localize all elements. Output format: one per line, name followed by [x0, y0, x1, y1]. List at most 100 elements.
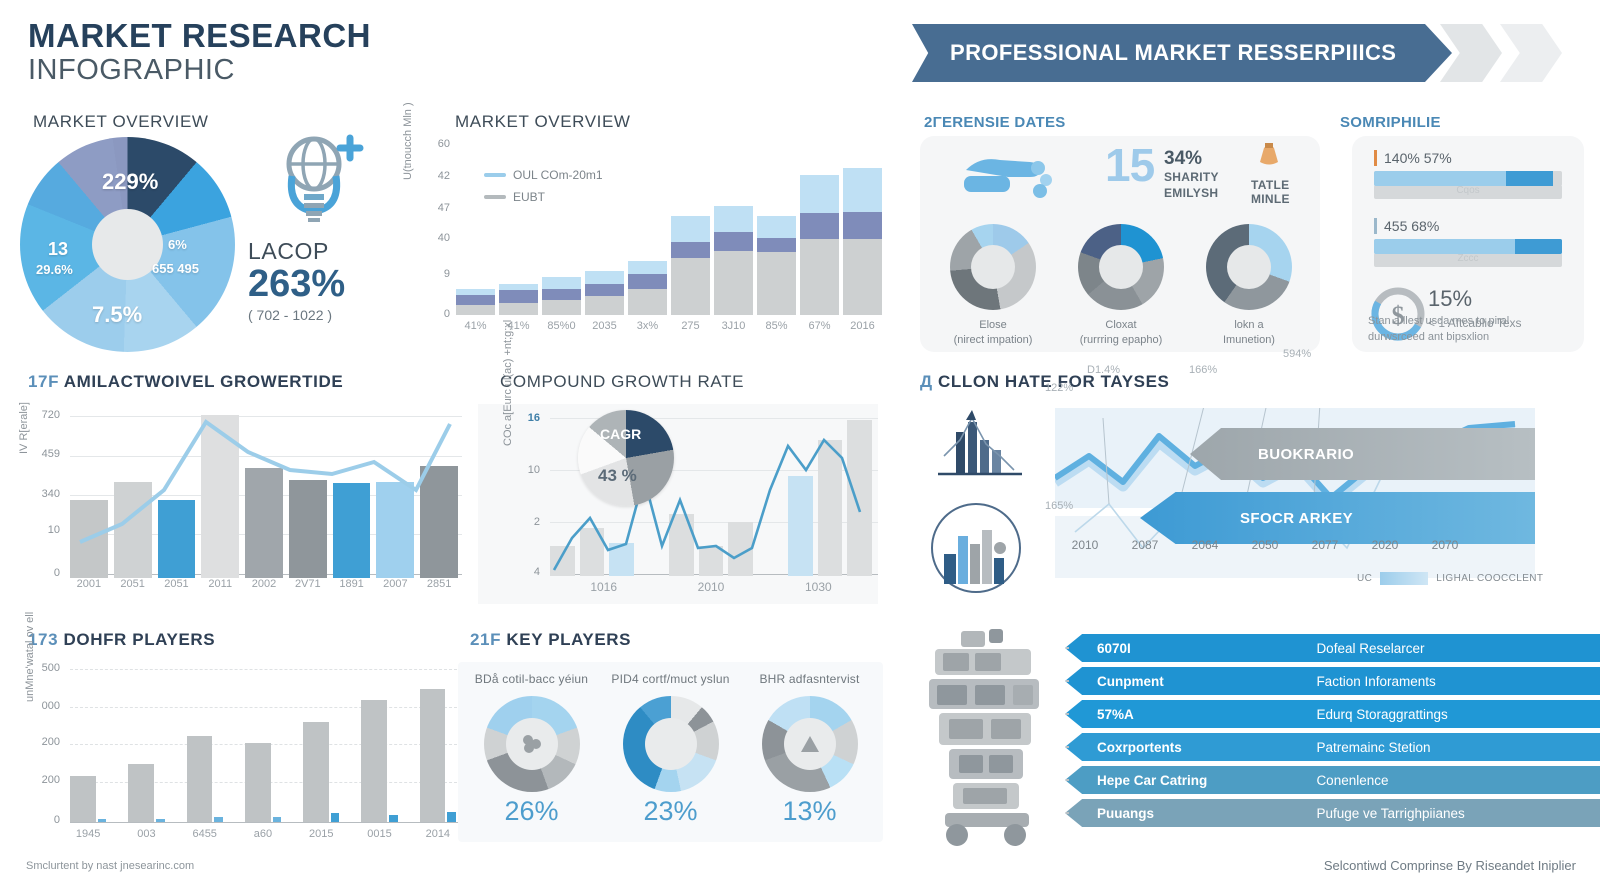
bar	[817, 440, 843, 576]
chartd-x-axis: 1016 2010 1030	[590, 580, 832, 594]
progress-row-1: 455 68% Zccc	[1374, 218, 1562, 267]
key-player-item[interactable]: PID4 cortf/muct yslun 23%	[611, 672, 730, 826]
lacop-label: LACOP	[248, 238, 329, 264]
annotation-3: 594%	[1283, 348, 1312, 360]
chartc-line	[79, 419, 452, 544]
stats-tag-2: MINLE	[1251, 192, 1290, 206]
cagr-chart: COc a[Eurc ul(ac) +nt;g;xl 4 2 10 16	[478, 320, 878, 604]
progress-bar[interactable]	[1374, 171, 1562, 186]
stats-tag-1: TATLE	[1251, 178, 1290, 192]
section-title-line-chart: Д CLLON HATE FOR TAYSES	[920, 372, 1170, 391]
annotation-4: 165%	[1045, 500, 1074, 512]
list-item[interactable]: 57%A Edurq Storaggrattings	[1065, 700, 1600, 728]
bar-group	[671, 140, 710, 315]
annotation-0: 122%	[1045, 382, 1074, 394]
bar-group	[542, 140, 581, 315]
progress-card-title: SOMRIPHILIE	[1340, 114, 1441, 131]
donut-label-left-pct: 29.6%	[36, 262, 73, 277]
bar-people-icon	[931, 503, 1021, 593]
tick-line	[1065, 647, 1069, 649]
lacop-callout: LACOP 263% ( 702 - 1022 )	[248, 238, 345, 323]
tick-line	[1065, 812, 1069, 814]
bar	[698, 546, 724, 576]
tick-line	[1065, 779, 1069, 781]
banner-title: PROFESSIONAL MARKET RESSERPIIICS	[912, 24, 1452, 82]
annotation-2: 166%	[1189, 364, 1218, 376]
ring-chart	[761, 696, 858, 792]
bar	[376, 482, 415, 578]
lacop-value: 263%	[248, 263, 346, 305]
list-item[interactable]: Hepe Car Catring Conenlence	[1065, 766, 1600, 794]
bar-group	[714, 140, 753, 315]
arrow-label-blue: SFOCR ARKEY	[1140, 492, 1535, 544]
donut-hole	[92, 209, 163, 280]
cluster-icon	[522, 735, 541, 753]
bar	[787, 476, 813, 576]
stats-sub-1: SHARITY	[1164, 170, 1219, 184]
bar-group	[499, 140, 538, 315]
footer-right: Selcontiwd Comprinse By Riseandet Inipli…	[1323, 858, 1576, 873]
bar	[332, 483, 371, 578]
donut-label-bottom: 7.5%	[92, 302, 143, 327]
section-title-growth: 17F AMILACTWOIVEL GROWERTIDE	[28, 372, 344, 391]
chartc-bars	[70, 412, 459, 578]
stats-bignum: 15	[1105, 139, 1155, 191]
bar-group	[456, 140, 495, 315]
list-item[interactable]: Cunpment Faction Inforaments	[1065, 667, 1600, 695]
bar	[245, 468, 283, 578]
chartg-x-axis: 2010 2087 2064 2050 2077 2020 2070	[1071, 538, 1459, 552]
section-title-market-overview-bars: MARKET OVERVIEW	[455, 112, 631, 131]
chartg-legend: UC LIGHAL COOCCLENT	[1357, 572, 1544, 585]
annotation-1: D1.4%	[1087, 364, 1121, 376]
mini-donut	[1078, 224, 1164, 310]
lightbulb-globe-icon	[262, 130, 372, 240]
dollar-stat: 15% < 1 Aftcablio Texs	[1428, 286, 1522, 330]
market-overview-donut-chart: 229% 13 29.6% 6% 655 495 7.5%	[20, 137, 250, 352]
dollar-circle-icon: $	[1370, 286, 1426, 342]
stats-donut-item: lokn a Imunetion)	[1206, 224, 1292, 348]
bar	[113, 482, 152, 578]
tick-line	[1065, 713, 1069, 715]
list-item[interactable]: 6070I Dofeal Reselarcer	[1065, 634, 1600, 662]
key-player-item[interactable]: BHR adfasntervist 13%	[759, 672, 860, 826]
key-player-item[interactable]: BDå cotil-bacc yéiun 26%	[474, 672, 589, 826]
chartd-line	[552, 437, 862, 571]
bar	[420, 466, 459, 578]
list-item[interactable]: Puuangs Pufuge ve Tarrighpiianes	[1065, 799, 1600, 827]
stats-donut-item: Elose (nirect impation)	[950, 224, 1036, 348]
donut-label-top: 229%	[102, 169, 159, 194]
list-panel: 6070I Dofeal Reselarcer Cunpment Faction…	[1065, 634, 1600, 832]
section-title-cagr: COMPOUND GROWTH RATE	[500, 372, 745, 391]
chartb-x-axis: 41% 41% 85%0 2035 3x% 275 3J10 85% 67% 2…	[464, 320, 875, 332]
key-players-rings: BDå cotil-bacc yéiun 26% PID4 cortf/muct…	[458, 662, 883, 842]
bar-group	[628, 140, 667, 315]
mini-donut	[1206, 224, 1292, 310]
machinery-icon	[929, 629, 1039, 846]
legend-swatch-1	[484, 195, 506, 199]
ring-chart	[483, 696, 580, 792]
page-title: MARKET RESEARCH INFOGRAPHIC	[28, 17, 371, 88]
bar-group	[585, 140, 624, 315]
cagr-pie-label: CAGR	[600, 426, 642, 442]
list-item[interactable]: Coxrportents Patremainc Stetion	[1065, 733, 1600, 761]
chartb-y-axis: 0 9 40 47 42 60	[437, 138, 450, 320]
legend-swatch-0	[484, 173, 506, 177]
charte-y-axis: 0 200 200 000 500	[41, 662, 60, 826]
progress-bar[interactable]	[1374, 239, 1562, 254]
section-title-key-players: 21F KEY PLAYERS	[470, 630, 632, 649]
progress-card: 140% 57% Cqos 455 68% Zccc $ 15% < 1	[1352, 136, 1584, 352]
progress-row-0: 140% 57% Cqos	[1374, 150, 1562, 199]
stats-card-title: 2ΓERENSIE DATES	[924, 114, 1066, 131]
stats-pct-block: 34% SHARITY EMILYSH	[1164, 148, 1219, 201]
bar	[288, 480, 327, 578]
tick-line	[1065, 680, 1069, 682]
stats-card: 15 34% SHARITY EMILYSH TATLE MINLE Elose…	[920, 136, 1320, 352]
progress-note: Stan a llest usda mes to piral durwsrcee…	[1368, 315, 1510, 343]
bar-group	[800, 140, 839, 315]
footer-left: Smclurtent by nast jnesearinc.com	[26, 860, 195, 872]
charte-x-axis: 1945 003 6455 a60 2015 0015 2014	[75, 828, 451, 840]
donut-label-right-pct: 6%	[168, 237, 187, 252]
section-title-players-bars: 173 DOHFR PLAYERS	[28, 630, 216, 649]
bar-group	[843, 140, 882, 315]
chartc-y-axis: 0 10 340 459 720	[41, 409, 60, 579]
